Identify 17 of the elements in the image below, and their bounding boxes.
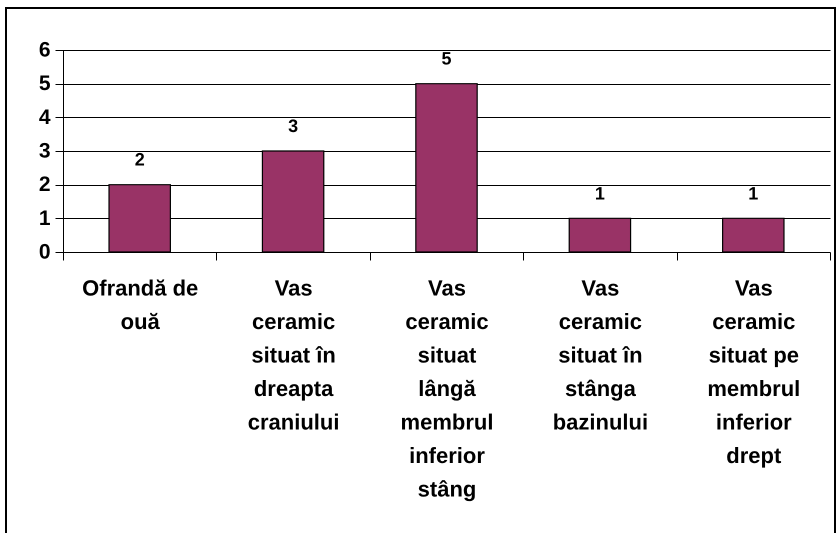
data-label: 5 (441, 48, 452, 69)
x-tick-label: Vas ceramic situat în dreapta craniului (248, 276, 340, 434)
x-tick-label: Vas ceramic situat lângă membrul inferior stâng (400, 276, 494, 502)
data-label: 1 (594, 183, 605, 204)
y-tick-label: 3 (38, 140, 50, 162)
data-label: 1 (748, 183, 758, 204)
y-tick-label: 4 (38, 106, 51, 129)
y-tick-label: 0 (38, 240, 50, 264)
y-tick-label: 1 (38, 206, 51, 230)
x-tick-label: Vas ceramic situat pe membrul inferior drept (707, 276, 800, 468)
y-tick-label: 5 (38, 72, 51, 96)
y-tick-label: 6 (38, 38, 50, 62)
data-label: 2 (134, 150, 145, 170)
data-label: 3 (288, 116, 298, 136)
x-tick-label: Ofrandă de ouă (82, 276, 198, 334)
x-tick-label: Vas ceramic situat în stânga bazinului (552, 276, 648, 434)
y-tick-label: 2 (38, 173, 50, 196)
